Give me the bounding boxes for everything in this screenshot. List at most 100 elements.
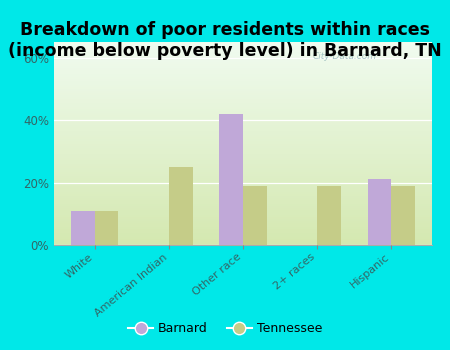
Bar [54, 152, 432, 154]
Bar [54, 107, 432, 109]
Bar [54, 89, 432, 91]
Bar [54, 170, 432, 172]
Bar [54, 70, 432, 72]
Bar [54, 229, 432, 231]
Bar [54, 111, 432, 113]
Bar [54, 184, 432, 186]
Bar [54, 233, 432, 235]
Bar [54, 200, 432, 202]
Bar [54, 62, 432, 64]
Bar [54, 77, 432, 78]
Bar [54, 93, 432, 95]
Bar [54, 182, 432, 184]
Bar [54, 210, 432, 212]
Bar [54, 60, 432, 62]
Bar [54, 113, 432, 115]
Bar [54, 149, 432, 152]
Bar [54, 204, 432, 206]
Bar [54, 188, 432, 190]
Bar [54, 117, 432, 119]
Bar [54, 105, 432, 107]
Bar [54, 231, 432, 233]
Bar [54, 186, 432, 188]
Bar [71, 211, 95, 245]
Bar [54, 50, 432, 52]
Bar [54, 127, 432, 129]
Bar [54, 54, 432, 56]
Bar [54, 121, 432, 123]
Bar [54, 223, 432, 225]
Bar [54, 131, 432, 133]
Bar [54, 225, 432, 227]
Bar [54, 146, 432, 148]
Bar [54, 206, 432, 209]
Bar [54, 202, 432, 204]
Bar [54, 180, 432, 182]
Bar [95, 211, 118, 245]
Bar [54, 119, 432, 121]
Bar [54, 164, 432, 166]
Bar [317, 186, 341, 245]
Bar [54, 237, 432, 239]
Bar [54, 97, 432, 99]
Bar [54, 220, 432, 223]
Bar [243, 186, 267, 245]
Bar [54, 56, 432, 58]
Legend: Barnard, Tennessee: Barnard, Tennessee [123, 317, 327, 340]
Bar [368, 180, 391, 245]
Bar [54, 68, 432, 70]
Bar [54, 115, 432, 117]
Bar [54, 235, 432, 237]
Bar [54, 109, 432, 111]
Bar [54, 148, 432, 149]
Bar [54, 192, 432, 194]
Bar [54, 75, 432, 77]
Bar [54, 243, 432, 245]
Bar [54, 80, 432, 83]
Bar [54, 156, 432, 158]
Bar [54, 178, 432, 180]
Bar [54, 209, 432, 210]
Bar [54, 58, 432, 60]
Bar [54, 174, 432, 176]
Bar [54, 198, 432, 200]
Bar [54, 138, 432, 139]
Bar [54, 85, 432, 87]
Bar [54, 190, 432, 192]
Bar [54, 46, 432, 48]
Bar [54, 129, 432, 131]
Bar [54, 172, 432, 174]
Bar [54, 123, 432, 125]
Bar [54, 66, 432, 68]
Bar [54, 101, 432, 103]
Bar [54, 217, 432, 219]
Bar [54, 125, 432, 127]
Bar [54, 194, 432, 196]
Bar [54, 52, 432, 54]
Bar [54, 162, 432, 164]
Bar [54, 160, 432, 162]
Bar [54, 219, 432, 220]
Bar [169, 167, 193, 245]
Bar [54, 141, 432, 144]
Bar [54, 158, 432, 160]
Bar [391, 186, 415, 245]
Bar [54, 176, 432, 178]
Bar [54, 166, 432, 168]
Bar [54, 78, 432, 81]
Bar [54, 48, 432, 50]
Bar [54, 196, 432, 198]
Text: City-Data.com: City-Data.com [313, 52, 377, 61]
Bar [54, 83, 432, 85]
Bar [54, 91, 432, 93]
Bar [54, 103, 432, 105]
Bar [54, 241, 432, 243]
Bar [219, 114, 243, 245]
Bar [54, 87, 432, 89]
Bar [54, 72, 432, 75]
Bar [54, 168, 432, 170]
Bar [54, 99, 432, 101]
Bar [54, 95, 432, 97]
Bar [54, 215, 432, 217]
Bar [54, 144, 432, 146]
